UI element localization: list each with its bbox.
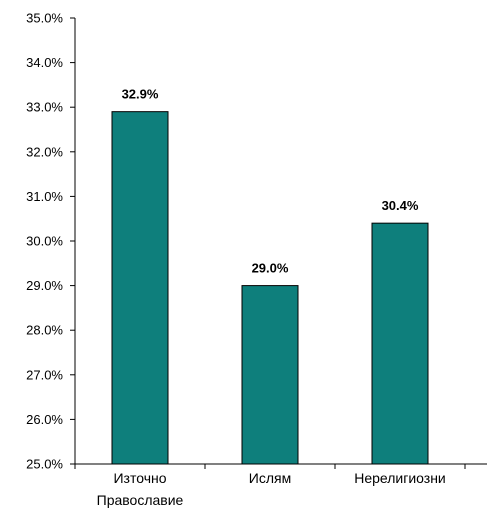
y-tick-label: 25.0%: [26, 457, 63, 472]
x-category-label: Ислям: [249, 470, 291, 486]
x-axis-labels: Източно Православие Ислям Нерелигиозни: [97, 470, 446, 508]
y-tick-label: 30.0%: [26, 234, 63, 249]
x-category-label: Източно: [113, 470, 166, 486]
chart-data-labels: 32.9% 29.0% 30.4%: [122, 87, 419, 276]
y-tick-label: 34.0%: [26, 55, 63, 70]
y-tick-label: 35.0%: [26, 11, 63, 26]
chart-bars: [111, 111, 429, 465]
y-tick-label: 27.0%: [26, 367, 63, 382]
bar: [371, 222, 429, 465]
y-tick-label: 32.0%: [26, 144, 63, 159]
y-axis-ticks: 25.0% 26.0% 27.0% 28.0% 29.0% 30.0% 31.0% 32.0%…: [26, 11, 75, 472]
bar-data-label: 29.0%: [252, 261, 289, 276]
y-tick-label: 31.0%: [26, 189, 63, 204]
bar: [111, 111, 169, 465]
x-category-label: Православие: [97, 492, 184, 508]
y-tick-label: 28.0%: [26, 323, 63, 338]
bar-data-label: 32.9%: [122, 87, 159, 102]
bar-data-label: 30.4%: [382, 198, 419, 213]
x-category-label: Нерелигиозни: [354, 470, 446, 486]
y-tick-label: 33.0%: [26, 100, 63, 115]
y-tick-label: 29.0%: [26, 278, 63, 293]
y-tick-label: 26.0%: [26, 412, 63, 427]
bar: [241, 285, 299, 465]
